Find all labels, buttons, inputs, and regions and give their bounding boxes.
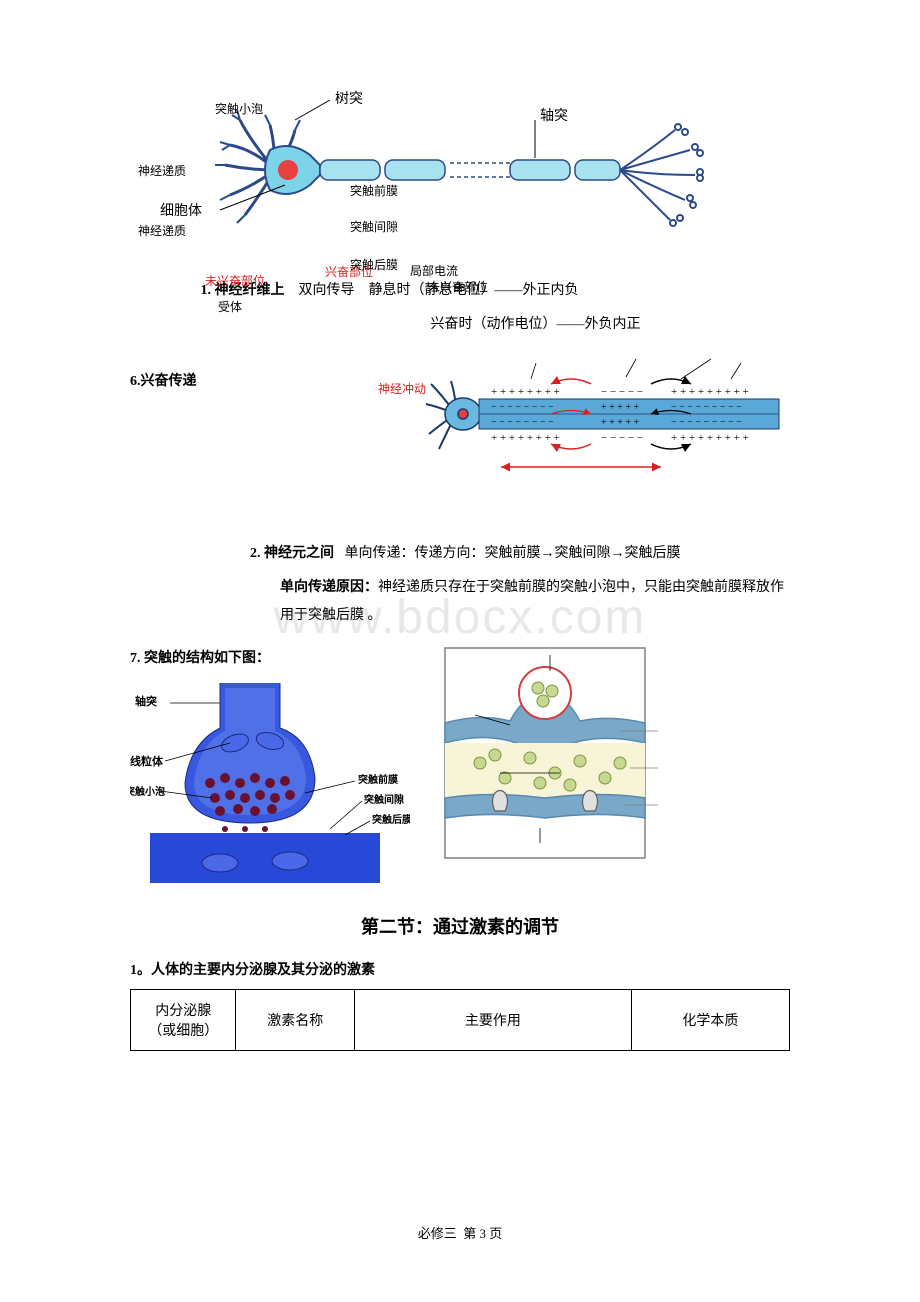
- signal-diagram: + + + + + + + + − − − − − + + + + + + + …: [421, 349, 801, 479]
- neuron-diagram: 树突 细胞体 轴突: [200, 100, 720, 240]
- svg-text:− − − − −: − − − − −: [601, 386, 643, 398]
- page-footer: 必修三 第 3 页: [418, 1223, 503, 1242]
- reason-label: 单向传递原因：: [280, 580, 378, 595]
- r-post-label: 突触后膜: [350, 256, 398, 273]
- axon-label: 轴突: [540, 105, 568, 125]
- svg-text:− − − − − − − − −: − − − − − − − − −: [671, 417, 742, 428]
- r-cleft-label: 突触间隙: [350, 218, 398, 235]
- th-effect: 主要作用: [355, 990, 632, 1051]
- local-current-label: 局部电流: [410, 262, 458, 279]
- svg-text:− − − − −: − − − − −: [601, 432, 643, 444]
- svg-text:+ + + + +: + + + + +: [601, 402, 640, 413]
- impulse-label: 神经冲动: [378, 380, 426, 397]
- synapse-left-diagram: 轴突 线粒体 突触小泡 突触前膜 突触间隙 突触后膜: [130, 683, 410, 883]
- svg-text:+ + + + +: + + + + +: [601, 417, 640, 428]
- between-mode: 单向传递：: [345, 546, 415, 561]
- table-heading: 1。人体的主要内分泌腺及其分泌的激素: [130, 959, 790, 979]
- section-2-title: 第二节：通过激素的调节: [130, 913, 790, 939]
- svg-text:− − − − − − − −: − − − − − − − −: [491, 402, 554, 413]
- synapse-right-diagram: 突触小泡 神经递质 突触前膜 突触间隙 神经递质 突触后膜 受体: [440, 643, 720, 863]
- r-nt-mid-label: 神经递质: [138, 222, 186, 239]
- unexcited-right-label: 未兴奋部位: [428, 278, 488, 295]
- svg-text:轴突: 轴突: [135, 694, 157, 708]
- hormone-table: 内分泌腺（或细胞） 激素名称 主要作用 化学本质: [130, 989, 790, 1051]
- svg-text:+ + + + + + + + +: + + + + + + + + +: [671, 432, 749, 444]
- svg-text:线粒体: 线粒体: [130, 754, 164, 768]
- dendrite-label: 树突: [335, 88, 363, 108]
- svg-text:+ + + + + + + + +: + + + + + + + + +: [671, 386, 749, 398]
- th-hormone: 激素名称: [236, 990, 355, 1051]
- between-num: 2.: [250, 546, 261, 561]
- r-vesicle-label: 突触小泡: [215, 100, 263, 117]
- cellbody-label: 细胞体: [160, 200, 202, 220]
- r-pre-label: 突触前膜: [350, 182, 398, 199]
- between-direction: 传递方向：突触前膜→突触间隙→突触后膜: [415, 546, 681, 561]
- svg-text:突触后膜: 突触后膜: [372, 813, 410, 826]
- fiber-excite: 兴奋时（动作电位）——外负内正: [431, 317, 641, 332]
- svg-text:突触间隙: 突触间隙: [364, 793, 404, 806]
- r-nt-top-label: 神经递质: [138, 162, 186, 179]
- svg-text:+ + + + + + + +: + + + + + + + +: [491, 432, 560, 444]
- svg-text:突触小泡: 突触小泡: [130, 785, 165, 798]
- unexcited-left-label: 未兴奋部位: [205, 272, 265, 289]
- fiber-mode: 双向传导: [299, 283, 355, 298]
- th-gland: 内分泌腺（或细胞）: [131, 990, 236, 1051]
- r-receptor-label: 受体: [218, 298, 242, 315]
- svg-text:突触前膜: 突触前膜: [358, 773, 398, 786]
- section-6-label: 6.兴奋传递: [130, 370, 197, 390]
- svg-text:− − − − − − − −: − − − − − − − −: [491, 417, 554, 428]
- th-nature: 化学本质: [631, 990, 789, 1051]
- svg-text:+ + + + + + + +: + + + + + + + +: [491, 386, 560, 398]
- between-title: 神经元之间: [264, 546, 334, 561]
